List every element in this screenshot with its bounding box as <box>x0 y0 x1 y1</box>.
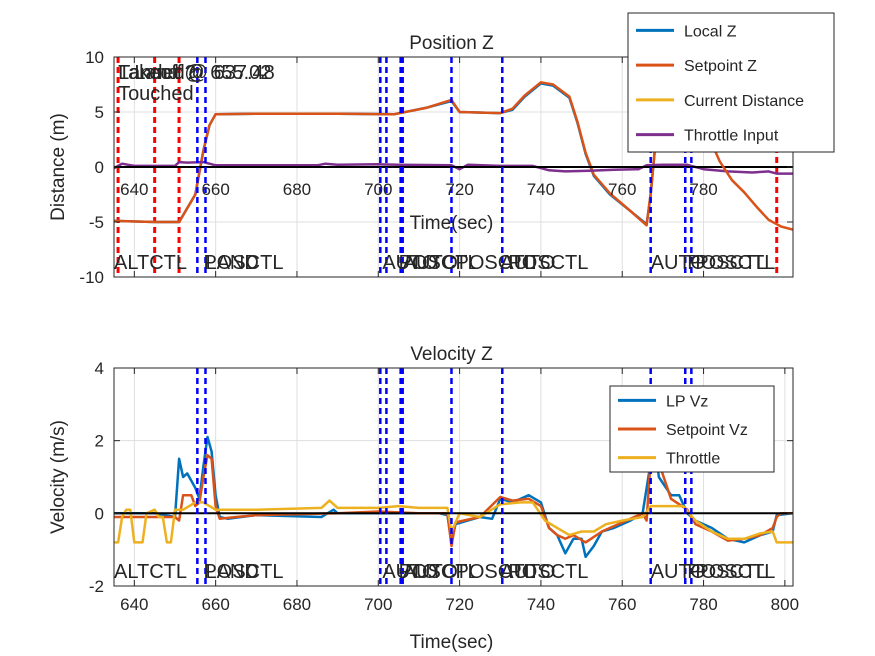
mode-label: POSCTL <box>456 561 536 583</box>
x-tick-label: 700 <box>364 180 392 199</box>
x-tick-label: 740 <box>527 595 555 614</box>
mode-label: AUTO <box>651 252 706 274</box>
x-tick-label: 760 <box>608 595 636 614</box>
mode-label: POSCTL <box>399 561 479 583</box>
series-line-setpoint-vz <box>114 435 793 548</box>
legend-label: LP Vz <box>666 393 708 410</box>
x-axis-label: Time(sec) <box>410 632 494 653</box>
mode-label: POSCTL <box>456 252 536 274</box>
mode-label: LAND <box>205 252 258 274</box>
mode-label: POSCTL <box>695 561 775 583</box>
series-group <box>114 368 793 586</box>
x-tick-label: 640 <box>120 180 148 199</box>
mode-label: POSCTL <box>687 252 767 274</box>
x-tick-label: 760 <box>608 180 636 199</box>
x-tick-label: 780 <box>689 180 717 199</box>
mode-label: POSCTL <box>695 252 775 274</box>
x-tick-label: 640 <box>120 595 148 614</box>
series-group <box>114 57 793 277</box>
mode-label: ALTCTL <box>114 252 187 274</box>
y-tick-label: 0 <box>95 504 104 523</box>
series-line-lp-vz <box>114 435 793 559</box>
x-tick-label: 800 <box>771 595 799 614</box>
x-tick-label: 700 <box>364 595 392 614</box>
y-tick-label: 4 <box>95 359 104 378</box>
x-tick-label: 720 <box>445 595 473 614</box>
legend-box <box>627 12 835 153</box>
mode-label: AUTO <box>500 561 555 583</box>
legend-label: Setpoint Z <box>684 58 757 75</box>
y-axis-label: Distance (m) <box>48 113 69 221</box>
mode-label: AUTO <box>382 561 437 583</box>
legend: Local Z Setpoint Z Current Distance Throttl… <box>627 12 835 153</box>
y-axis-label: Velocity (m/s) <box>48 420 69 534</box>
x-tick-label: 740 <box>527 180 555 199</box>
x-tick-label: 720 <box>445 180 473 199</box>
mode-label: POSCTL <box>687 561 767 583</box>
series-line-throttle <box>114 499 793 544</box>
y-tick-label: 5 <box>95 103 104 122</box>
mode-label: AUTO <box>651 561 706 583</box>
series-line-setpoint-z <box>114 57 664 227</box>
mode-label: AUTO <box>382 252 437 274</box>
x-tick-label: 680 <box>283 180 311 199</box>
axes-box <box>113 367 794 587</box>
y-tick-label: -5 <box>89 213 104 232</box>
x-axis-label: Time(sec) <box>410 213 494 234</box>
legend: LP Vz Setpoint Vz Throttle <box>609 385 775 473</box>
chart-panel-1: 640 660 680 700 720 740 760 780 -10 -5 0 5 10 Positio… <box>48 12 835 287</box>
y-tick-label: 0 <box>95 158 104 177</box>
mode-label: ALTCTL <box>114 561 187 583</box>
mode-label: POSCTL <box>203 252 283 274</box>
event-label: Land @ 655.02 <box>134 62 271 84</box>
mode-label: POSCTL <box>508 561 588 583</box>
y-tick-label: 2 <box>95 432 104 451</box>
mode-label: LAND <box>205 561 258 583</box>
mode-label: POSCTL <box>508 252 588 274</box>
y-tick-label: -10 <box>79 268 104 287</box>
y-tick-label: 10 <box>85 48 104 67</box>
legend-label: Throttle Input <box>684 128 779 145</box>
chart-panel-2: 640 660 680 700 720 740 760 780 800 -2 0 2 4 Velocity… <box>48 344 799 653</box>
event-label: Takeoff @ 637.48 <box>118 62 275 84</box>
legend-label: Local Z <box>684 23 737 40</box>
x-tick-label: 660 <box>201 595 229 614</box>
x-tick-label: 780 <box>689 595 717 614</box>
legend-label: Current Distance <box>684 93 804 110</box>
mode-label: AUTO <box>500 252 555 274</box>
y-tick-label: -2 <box>89 577 104 596</box>
event-label: Touched <box>118 83 194 105</box>
mode-label: AUTO <box>403 252 458 274</box>
mode-label: POSCTL <box>203 561 283 583</box>
chart-title: Velocity Z <box>410 344 493 365</box>
event-label: Landed? <box>118 62 196 84</box>
legend-label: Throttle <box>666 451 720 468</box>
mode-label: AUTO <box>403 561 458 583</box>
x-tick-label: 660 <box>201 180 229 199</box>
chart-title: Position Z <box>409 33 494 54</box>
x-tick-label: 680 <box>283 595 311 614</box>
legend-label: Setpoint Vz <box>666 422 748 439</box>
mode-label: POSCTL <box>399 252 479 274</box>
